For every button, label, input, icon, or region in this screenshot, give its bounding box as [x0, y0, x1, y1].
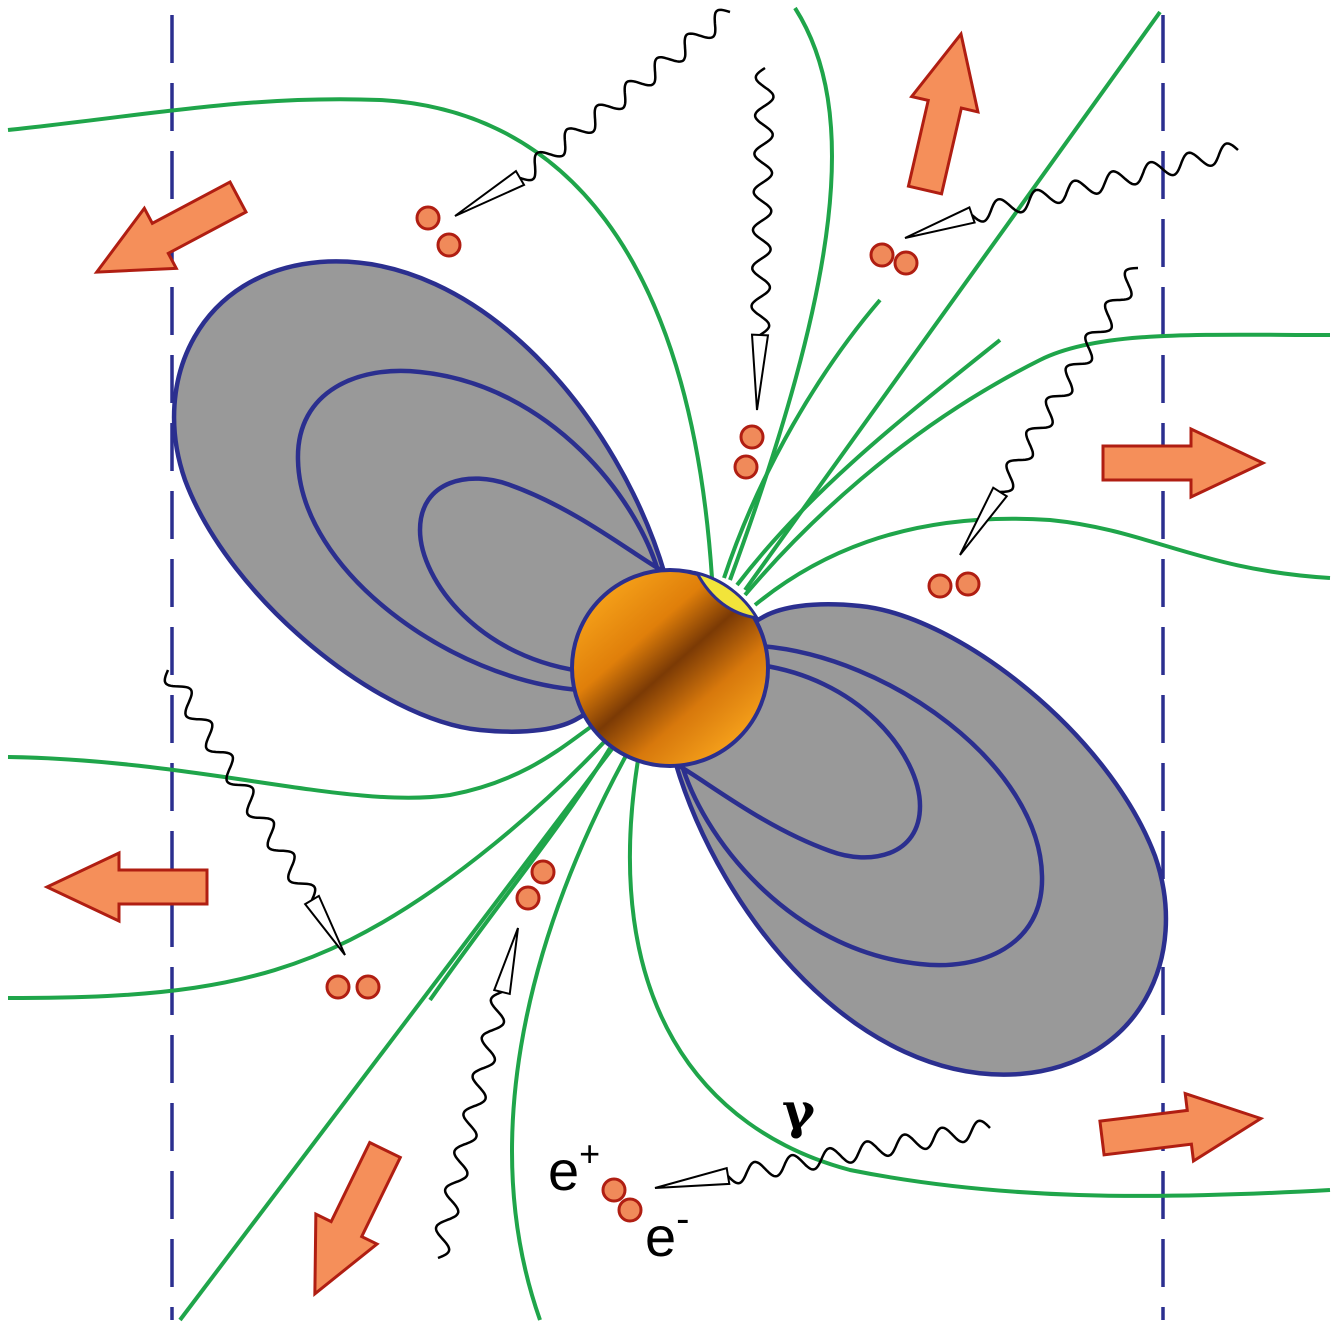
electron-label: e-	[645, 1197, 689, 1268]
photon-arrowhead	[492, 927, 519, 996]
pair-particles	[325, 205, 981, 1223]
photon-wave	[163, 669, 317, 901]
photon-arrowhead	[303, 894, 346, 956]
positron-sup: +	[579, 1133, 600, 1174]
electron-base: e	[645, 1205, 676, 1268]
photon-wave	[971, 142, 1239, 223]
photons	[163, 8, 1239, 1260]
photon-arrowhead	[654, 1166, 731, 1189]
photon-wave	[727, 1119, 991, 1185]
photon-arrowhead	[750, 333, 770, 411]
electron-sup: -	[676, 1197, 689, 1241]
photon-arrowhead	[454, 169, 526, 217]
pulsar	[570, 568, 770, 768]
photon-arrowhead	[959, 486, 1009, 556]
photon-wave	[519, 8, 731, 182]
positron-label: e+	[548, 1133, 600, 1202]
gamma-label: γ	[782, 1081, 816, 1140]
positron-base: e	[548, 1139, 579, 1202]
lobe	[171, 259, 670, 734]
photon-arrowhead	[904, 206, 976, 239]
lobe	[670, 602, 1169, 1077]
photon-wave	[999, 266, 1139, 494]
field-lines	[7, 6, 1331, 1322]
photon-wave	[434, 990, 506, 1260]
photon-wave	[750, 66, 775, 337]
